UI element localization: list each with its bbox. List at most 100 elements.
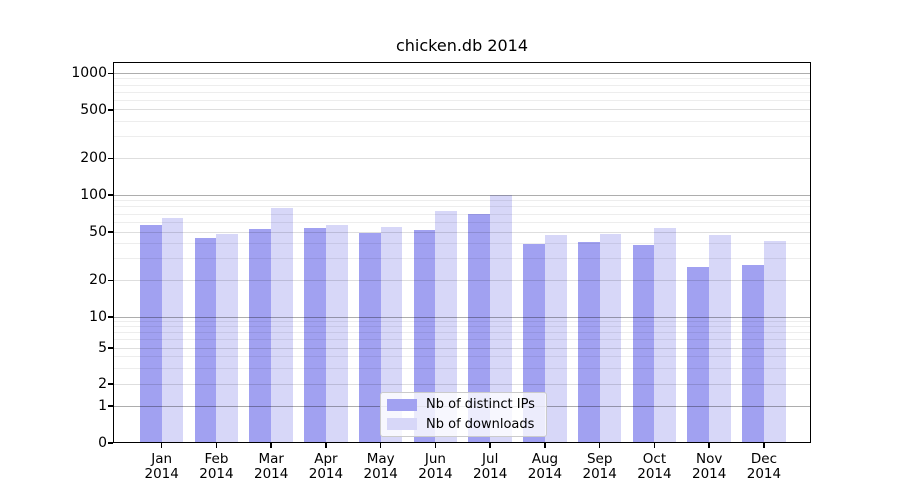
x-tick-month: Mar [258, 451, 284, 467]
x-tick-mark [160, 443, 163, 448]
x-tick-year: 2014 [144, 466, 179, 482]
gridline-minor [114, 356, 810, 358]
x-tick-month: Apr [314, 451, 338, 467]
x-tick-month: Feb [204, 451, 229, 467]
gridline-minor [114, 258, 810, 260]
y-tick-mark [108, 442, 113, 444]
x-tick-label: Oct 2014 [619, 452, 689, 482]
x-tick-year: 2014 [692, 466, 727, 482]
x-tick-label: Jan 2014 [127, 452, 197, 482]
gridline-minor [114, 321, 810, 323]
gridline-minor [114, 206, 810, 208]
x-tick-label: Mar 2014 [236, 452, 306, 482]
x-tick-month: Jan [151, 451, 173, 467]
y-tick-label: 5 [98, 340, 107, 356]
bar-downloads [544, 235, 567, 443]
legend-item-downloads: Nb of downloads [387, 417, 540, 433]
x-tick-year: 2014 [199, 466, 234, 482]
y-tick-mark [108, 279, 113, 282]
y-tick-label: 2 [98, 376, 107, 392]
bar-downloads [654, 227, 677, 443]
gridline-y-1000 [114, 72, 810, 74]
bar-downloads [490, 195, 512, 443]
x-tick-mark [763, 443, 765, 448]
gridline-minor [114, 221, 810, 223]
gridline-minor [114, 91, 810, 93]
x-tick-mark [544, 443, 546, 448]
bar-distinct-ips [742, 264, 764, 443]
gridline-minor [114, 78, 810, 80]
y-tick-mark [108, 231, 113, 233]
bar-distinct-ips [249, 228, 272, 443]
x-tick-label: Jun 2014 [400, 452, 470, 482]
bar-distinct-ips [687, 266, 710, 443]
x-tick-mark [598, 443, 601, 448]
x-tick-label: May 2014 [346, 452, 416, 482]
x-tick-mark [653, 443, 656, 448]
gridline-minor [114, 84, 810, 86]
x-tick-label: Apr 2014 [291, 452, 361, 482]
bar-distinct-ips [468, 214, 491, 443]
y-tick-mark [108, 157, 113, 160]
y-tick-mark [108, 72, 113, 75]
x-tick-month: Oct [642, 451, 667, 467]
x-tick-label: Dec 2014 [729, 452, 799, 482]
chart-title: chicken.db 2014 [395, 36, 529, 55]
x-tick-month: May [366, 451, 395, 467]
x-tick-year: 2014 [473, 466, 508, 482]
gridline-minor [114, 99, 810, 101]
y-tick-mark [108, 383, 113, 385]
y-tick-label: 1000 [71, 65, 107, 82]
bar-downloads [325, 225, 348, 443]
bar-distinct-ips [194, 237, 217, 443]
y-tick-mark [108, 109, 113, 111]
y-tick-label: 200 [80, 150, 107, 167]
x-tick-month: Aug [531, 451, 559, 467]
bar-downloads [216, 234, 239, 443]
x-tick-mark [270, 443, 272, 448]
legend-label-downloads: Nb of downloads [426, 416, 535, 432]
y-tick-label: 50 [89, 224, 107, 240]
gridline-minor [114, 339, 810, 341]
gridline-y-5 [114, 347, 810, 349]
x-tick-mark [489, 443, 491, 448]
x-tick-year: 2014 [637, 466, 672, 482]
gridline-y-200 [114, 157, 810, 159]
gridline-minor [114, 332, 810, 334]
gridline-minor [114, 367, 810, 369]
y-tick-mark [108, 194, 113, 196]
bar-downloads [435, 211, 458, 443]
bar-downloads [161, 217, 184, 443]
legend-swatch-distinct-ips [387, 398, 417, 411]
bar-downloads [599, 234, 622, 443]
gridline-y-10 [114, 316, 810, 318]
x-tick-month: Dec [750, 451, 777, 467]
x-tick-year: 2014 [363, 466, 398, 482]
x-tick-label: Aug 2014 [510, 452, 580, 482]
y-tick-label: 0 [98, 435, 107, 451]
x-tick-mark [708, 443, 710, 448]
x-tick-mark [434, 443, 437, 448]
x-tick-year: 2014 [418, 466, 453, 482]
gridline-y-100 [114, 194, 810, 196]
gridline-y-20 [114, 279, 810, 281]
x-tick-month: Sep [586, 451, 613, 467]
x-tick-month: Jun [424, 451, 446, 467]
x-tick-label: Feb 2014 [181, 452, 251, 482]
gridline-minor [114, 243, 810, 245]
x-tick-mark [379, 443, 382, 448]
bar-distinct-ips [577, 242, 600, 443]
x-tick-month: Jul [482, 451, 499, 467]
y-tick-mark [108, 405, 113, 407]
gridline-y-2 [114, 383, 810, 385]
y-tick-label: 10 [89, 309, 107, 325]
bar-downloads [380, 226, 403, 443]
x-tick-mark [325, 443, 327, 448]
y-tick-label: 500 [80, 101, 107, 118]
x-tick-mark [215, 443, 218, 448]
x-tick-year: 2014 [746, 466, 782, 482]
